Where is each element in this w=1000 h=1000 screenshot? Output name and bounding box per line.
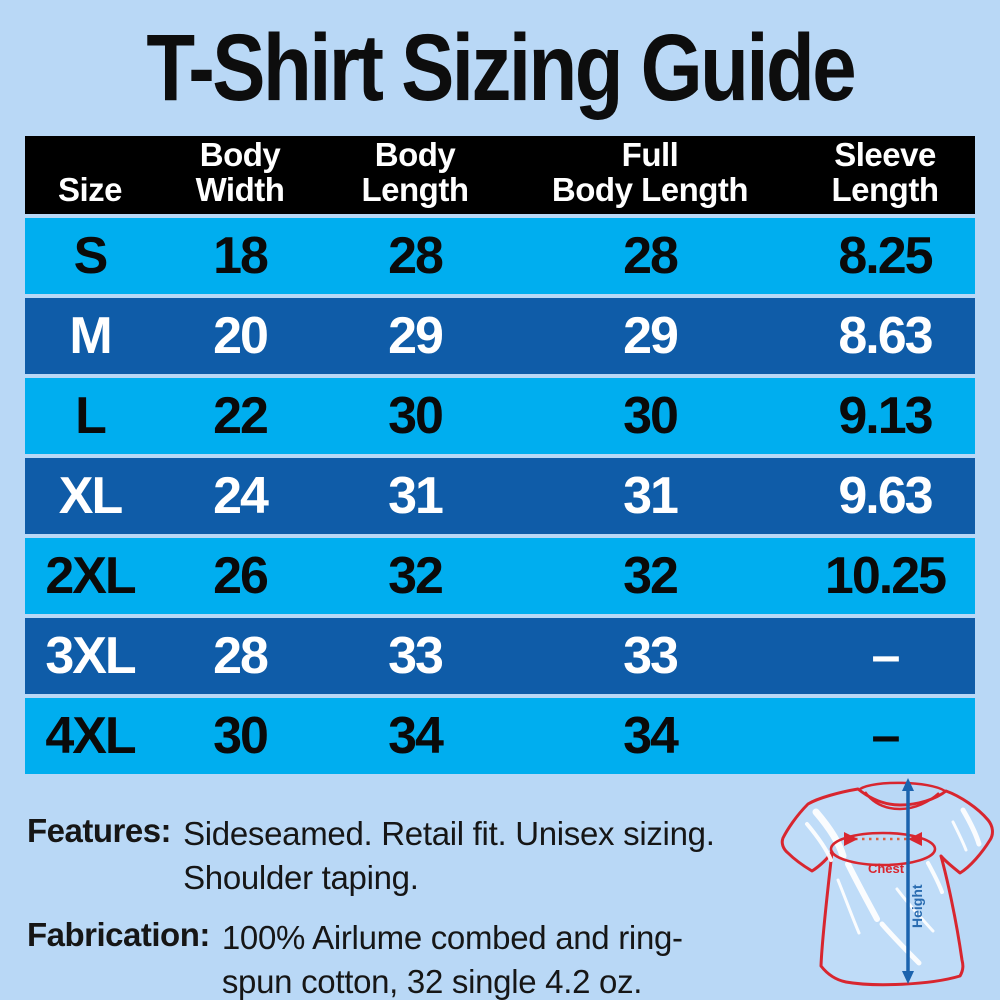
chest-arrow-right	[908, 832, 922, 846]
collar-back-line	[859, 781, 946, 793]
header-cell-body-length: Body Length	[325, 137, 505, 214]
header-line2: Length	[831, 171, 939, 209]
cell-body-length: 32	[388, 547, 444, 605]
cell-sleeve-length: –	[871, 627, 901, 685]
header-line1: Body	[374, 135, 456, 173]
features-block: Features: Sideseamed. Retail fit. Unisex…	[27, 812, 797, 900]
height-measure-group: Height	[902, 778, 925, 984]
features-label: Features:	[27, 812, 172, 849]
cell-body-length: 28	[388, 227, 444, 285]
cell-size: L	[75, 387, 107, 445]
features-line1: Sideseamed. Retail fit. Unisex sizing.	[183, 815, 715, 852]
cell-full-body-length: 32	[623, 547, 679, 605]
chest-label: Chest	[868, 861, 905, 876]
cell-sleeve-length: –	[871, 707, 901, 765]
cell-size: XL	[58, 467, 123, 525]
header-line2: Body Length	[551, 171, 749, 209]
table-row-xl: XL 24 31 31 9.63	[25, 458, 975, 534]
cell-sleeve-length: 9.13	[838, 387, 933, 445]
cell-body-length: 34	[388, 707, 444, 765]
cell-body-width: 28	[213, 627, 269, 685]
cell-body-width: 18	[213, 227, 269, 285]
height-arrow-bottom	[902, 971, 914, 984]
page-title: T-Shirt Sizing Guide	[146, 15, 856, 121]
cell-sleeve-length: 9.63	[838, 467, 933, 525]
header-line1: Sleeve	[834, 135, 936, 173]
cell-size: 2XL	[45, 547, 136, 605]
chest-arrow-left	[844, 832, 858, 846]
fabrication-block: Fabrication: 100% Airlume combed and rin…	[27, 916, 797, 1000]
cell-size: 4XL	[45, 707, 136, 765]
spec-footer: Features: Sideseamed. Retail fit. Unisex…	[27, 812, 797, 1000]
cell-size: 3XL	[45, 627, 136, 685]
fabrication-label: Fabrication:	[27, 915, 210, 953]
table-row-l: L 22 30 30 9.13	[25, 378, 975, 454]
cell-body-length: 31	[388, 467, 444, 525]
features-text: Sideseamed. Retail fit. Unisex sizing. S…	[183, 812, 715, 900]
cell-size: M	[69, 307, 112, 365]
cell-body-width: 20	[213, 307, 269, 365]
header-line2: Size	[57, 171, 123, 209]
table-row-3xl: 3XL 28 33 33 –	[25, 618, 975, 694]
cell-full-body-length: 31	[623, 467, 679, 525]
cell-full-body-length: 34	[623, 707, 679, 765]
fabrication-text: 100% Airlume combed and ring- spun cotto…	[222, 916, 683, 1000]
height-label: Height	[909, 884, 925, 928]
cell-full-body-length: 28	[623, 227, 679, 285]
cell-body-length: 33	[388, 627, 444, 685]
cell-body-length: 30	[388, 387, 444, 445]
chest-ellipse	[829, 831, 937, 867]
cell-body-width: 30	[213, 707, 269, 765]
title-bar: T-Shirt Sizing Guide	[0, 14, 1000, 123]
header-cell-sleeve-length: Sleeve Length	[795, 137, 975, 214]
cell-sleeve-length: 10.25	[824, 547, 947, 605]
tshirt-measurement-diagram: Chest Height	[778, 768, 1000, 1000]
fabrication-line1: 100% Airlume combed and ring-	[221, 918, 683, 956]
cell-size: S	[73, 227, 109, 285]
cell-body-width: 26	[213, 547, 269, 605]
tshirt-diagram-svg: Chest Height	[780, 778, 994, 987]
table-row-2xl: 2XL 26 32 32 10.25	[25, 538, 975, 614]
features-line2: Shoulder taping.	[183, 858, 419, 896]
header-cell-body-width: Body Width	[155, 137, 325, 214]
fabric-highlights	[805, 807, 982, 966]
header-line1: Body	[199, 135, 281, 173]
cell-body-width: 22	[213, 387, 269, 445]
table-row-4xl: 4XL 30 34 34 –	[25, 698, 975, 774]
cell-full-body-length: 30	[623, 387, 679, 445]
height-arrow-top	[902, 778, 914, 791]
header-cell-size: Size	[25, 172, 155, 214]
header-line1: Full	[621, 135, 679, 173]
cell-sleeve-length: 8.63	[838, 307, 933, 365]
fabrication-line2: spun cotton, 32 single 4.2 oz.	[221, 962, 643, 1000]
table-row-s: S 18 28 28 8.25	[25, 218, 975, 294]
table-header-row: Size Body Width Body Length Full Body Le…	[25, 136, 975, 214]
header-cell-full-body-length: Full Body Length	[505, 137, 795, 214]
cell-full-body-length: 33	[623, 627, 679, 685]
size-table: Size Body Width Body Length Full Body Le…	[25, 136, 975, 778]
header-line2: Length	[361, 171, 469, 209]
cell-full-body-length: 29	[623, 307, 679, 365]
cell-sleeve-length: 8.25	[838, 227, 933, 285]
header-line2: Width	[195, 171, 285, 209]
cell-body-width: 24	[213, 467, 269, 525]
table-row-m: M 20 29 29 8.63	[25, 298, 975, 374]
collar-front-line	[863, 791, 940, 811]
cell-body-length: 29	[388, 307, 444, 365]
